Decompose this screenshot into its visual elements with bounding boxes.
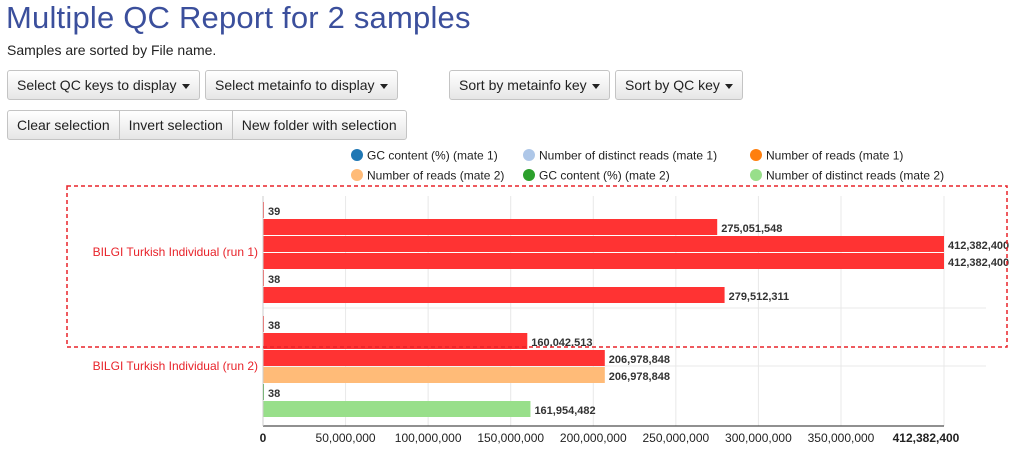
legend-marker[interactable] — [750, 169, 762, 181]
x-tick-label: 100,000,000 — [395, 431, 462, 445]
legend-label[interactable]: Number of distinct reads (mate 2) — [766, 169, 944, 183]
legend-marker[interactable] — [523, 149, 535, 161]
data-label: 279,512,311 — [729, 291, 790, 303]
data-label: 160,042,513 — [531, 337, 592, 349]
bar[interactable] — [263, 367, 605, 383]
data-label: 38 — [268, 274, 280, 286]
bar[interactable] — [263, 401, 531, 417]
x-tick-label: 0 — [260, 431, 267, 445]
select-qc-keys-button[interactable]: Select QC keys to display — [7, 70, 200, 100]
x-tick-label: 50,000,000 — [316, 431, 376, 445]
sort-metainfo-label: Sort by metainfo key — [459, 77, 587, 93]
x-tick-label: 412,382,400 — [893, 431, 960, 445]
legend-marker[interactable] — [523, 169, 535, 181]
x-tick-label: 300,000,000 — [725, 431, 792, 445]
caret-down-icon — [591, 83, 600, 89]
legend-label[interactable]: GC content (%) (mate 2) — [539, 169, 670, 183]
x-tick-label: 200,000,000 — [560, 431, 627, 445]
caret-down-icon — [181, 83, 190, 89]
legend-marker[interactable] — [750, 149, 762, 161]
data-label: 412,382,400 — [948, 257, 1009, 269]
bar[interactable] — [263, 350, 605, 366]
category-label[interactable]: BILGI Turkish Individual (run 1) — [93, 245, 258, 259]
data-label: 275,051,548 — [721, 223, 782, 235]
page-subtitle: Samples are sorted by File name. — [7, 42, 217, 58]
x-tick-label: 350,000,000 — [808, 431, 875, 445]
legend-label[interactable]: GC content (%) (mate 1) — [367, 149, 498, 163]
new-folder-button[interactable]: New folder with selection — [231, 110, 407, 140]
select-qc-keys-label: Select QC keys to display — [17, 77, 177, 93]
x-tick-label: 250,000,000 — [642, 431, 709, 445]
select-metainfo-label: Select metainfo to display — [215, 77, 375, 93]
select-metainfo-button[interactable]: Select metainfo to display — [205, 70, 398, 100]
bar[interactable] — [263, 287, 725, 303]
sort-qc-label: Sort by QC key — [625, 77, 720, 93]
x-tick-label: 150,000,000 — [477, 431, 544, 445]
legend-marker[interactable] — [351, 169, 363, 181]
clear-selection-button[interactable]: Clear selection — [7, 110, 120, 140]
caret-down-icon — [379, 83, 388, 89]
data-label: 161,954,482 — [534, 405, 595, 417]
category-label[interactable]: BILGI Turkish Individual (run 2) — [93, 359, 258, 373]
legend-label[interactable]: Number of reads (mate 2) — [367, 169, 504, 183]
data-label: 38 — [268, 320, 280, 332]
data-label: 39 — [268, 206, 280, 218]
invert-selection-button[interactable]: Invert selection — [118, 110, 233, 140]
data-label: 206,978,848 — [609, 371, 670, 383]
legend-label[interactable]: Number of distinct reads (mate 1) — [539, 149, 717, 163]
legend-marker[interactable] — [351, 149, 363, 161]
bar[interactable] — [263, 253, 944, 269]
page-title: Multiple QC Report for 2 samples — [6, 0, 471, 35]
bar[interactable] — [263, 236, 944, 252]
sort-qc-button[interactable]: Sort by QC key — [615, 70, 743, 100]
sort-metainfo-button[interactable]: Sort by metainfo key — [449, 70, 610, 100]
bar[interactable] — [263, 333, 528, 349]
selection-box — [66, 185, 1008, 348]
selection-button-group: Clear selection Invert selection New fol… — [7, 110, 407, 140]
data-label: 206,978,848 — [609, 354, 670, 366]
data-label: 412,382,400 — [948, 240, 1009, 252]
bar[interactable] — [263, 219, 718, 235]
caret-down-icon — [724, 83, 733, 89]
legend-label[interactable]: Number of reads (mate 1) — [766, 149, 903, 163]
data-label: 38 — [268, 388, 280, 400]
